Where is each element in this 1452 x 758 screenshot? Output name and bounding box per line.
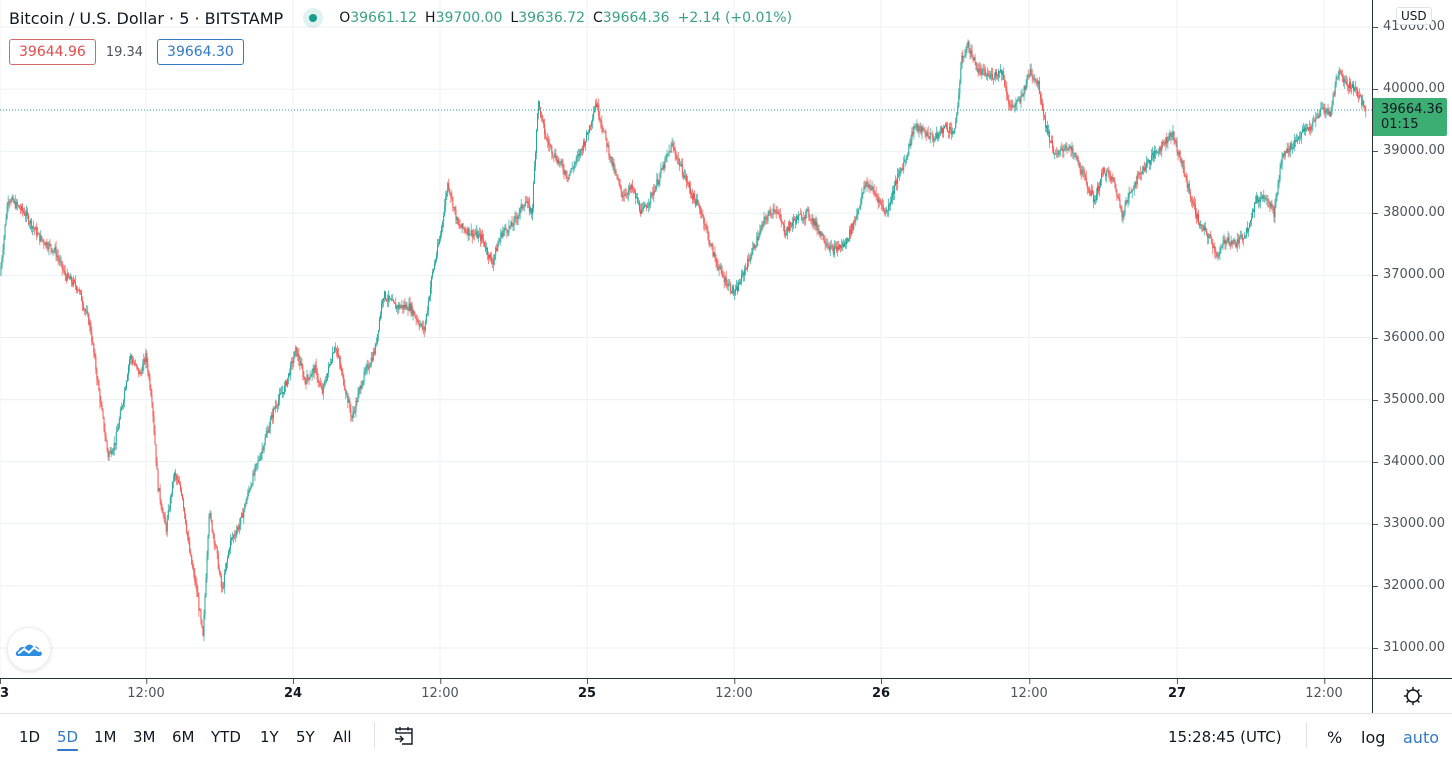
high-value: 39700.00 <box>435 10 503 26</box>
price-tick-label: 38000.00 <box>1383 205 1446 221</box>
range-3m-button[interactable]: 3M <box>133 728 156 746</box>
time-tick-label: 12:00 <box>715 686 753 701</box>
tick-mark <box>1373 461 1378 463</box>
open-value: 39661.12 <box>350 10 418 26</box>
time-tick-label: 24 <box>283 686 303 701</box>
price-tick-label: 31000.00 <box>1383 640 1446 655</box>
sell-price-button[interactable]: 39644.96 <box>9 39 96 65</box>
tick-mark <box>440 679 441 684</box>
range-1m-button[interactable]: 1M <box>94 728 117 746</box>
range-1d-button[interactable]: 1D <box>19 728 41 746</box>
toolbar-divider <box>374 722 375 748</box>
bar-countdown: 01:15 <box>1381 117 1419 132</box>
range-6m-button[interactable]: 6M <box>172 728 195 746</box>
log-scale-toggle[interactable]: log <box>1361 728 1386 747</box>
range-1y-button[interactable]: 1Y <box>260 728 279 746</box>
toolbar-divider <box>1306 722 1307 748</box>
time-tick-label: 25 <box>577 686 597 701</box>
tick-mark <box>881 679 882 684</box>
tradingview-cloud-icon <box>15 644 42 656</box>
open-key: O <box>339 10 351 26</box>
low-key: L <box>510 10 519 26</box>
close-key: C <box>593 10 603 26</box>
percent-scale-toggle[interactable]: % <box>1327 728 1343 747</box>
range-5d-button[interactable]: 5D <box>57 728 79 751</box>
time-tick: 12:00 <box>1305 679 1343 701</box>
price-tick-label: 35000.00 <box>1383 391 1446 407</box>
time-tick: 12:00 <box>715 679 753 701</box>
range-5y-button[interactable]: 5Y <box>296 728 315 746</box>
range-ytd-button[interactable]: YTD <box>211 728 241 746</box>
currency-label[interactable]: USD <box>1396 7 1432 25</box>
tick-mark <box>1177 679 1178 684</box>
ohlc-values: O39661.12 H39700.00 L39636.72 C39664.36 … <box>339 10 792 26</box>
price-tick-label: 40000.00 <box>1383 81 1446 97</box>
time-tick-label: 26 <box>871 686 891 701</box>
time-tick-label: 12:00 <box>421 686 459 701</box>
last-price-value: 39664.36 <box>1381 102 1444 117</box>
time-tick: 25 <box>578 679 596 701</box>
time-tick: 26 <box>872 679 890 701</box>
price-tick-label: 34000.00 <box>1383 453 1446 469</box>
price-tick-label: 32000.00 <box>1383 577 1446 593</box>
time-axis[interactable]: 23 12:00 24 12:00 25 12:00 26 12:00 27 12:00 <box>0 678 1372 713</box>
time-tick-label: 23 <box>0 686 10 701</box>
time-tick: 12:00 <box>1010 679 1048 701</box>
price-tick-label: 37000.00 <box>1383 267 1446 283</box>
tick-mark <box>1373 27 1378 28</box>
tick-mark <box>1029 679 1030 684</box>
tick-mark <box>1373 523 1378 525</box>
time-tick-label: 27 <box>1167 686 1187 701</box>
time-tick: 23 <box>0 679 9 701</box>
change-value: +2.14 (+0.01%) <box>677 10 793 26</box>
time-tick-label: 12:00 <box>1305 686 1343 701</box>
goto-date-button[interactable] <box>393 725 415 751</box>
tick-mark <box>146 679 147 684</box>
gear-icon <box>1403 686 1422 706</box>
calendar-goto-icon <box>395 727 413 745</box>
bottom-toolbar: 1D 5D 1M 3M 6M YTD 1Y 5Y All 15:28:45 (U… <box>0 713 1452 758</box>
time-tick-label: 12:00 <box>1010 686 1048 701</box>
price-tick-label: 36000.00 <box>1383 329 1446 345</box>
tick-mark <box>1373 585 1378 587</box>
tick-mark <box>1324 679 1325 684</box>
tick-mark <box>1373 648 1378 649</box>
tick-mark <box>0 679 1 684</box>
spread-value: 19.34 <box>105 44 144 60</box>
tick-mark <box>1373 151 1378 153</box>
candlestick-chart[interactable] <box>0 0 1372 678</box>
range-all-button[interactable]: All <box>333 728 352 746</box>
chart-legend: Bitcoin / U.S. Dollar · 5 · BITSTAMP O39… <box>9 8 792 28</box>
auto-scale-toggle[interactable]: auto <box>1403 728 1440 747</box>
price-tick-label: 33000.00 <box>1383 515 1446 531</box>
quote-row: 39644.96 19.34 39664.30 <box>9 39 244 65</box>
time-tick-label: 12:00 <box>127 686 165 701</box>
tick-mark <box>1373 213 1378 215</box>
tick-mark <box>587 679 588 684</box>
low-value: 39636.72 <box>518 10 585 26</box>
time-tick: 12:00 <box>421 679 459 701</box>
symbol-title[interactable]: Bitcoin / U.S. Dollar · 5 · BITSTAMP <box>9 8 284 28</box>
utc-clock[interactable]: 15:28:45 (UTC) <box>1168 728 1282 746</box>
last-price-label: 39664.36 01:15 <box>1373 98 1447 136</box>
chart-settings-button[interactable] <box>1372 678 1452 713</box>
tick-mark <box>1373 337 1378 339</box>
time-tick: 27 <box>1168 679 1186 701</box>
tick-mark <box>1373 399 1378 401</box>
tick-mark <box>734 679 735 684</box>
buy-price-button[interactable]: 39664.30 <box>157 39 244 65</box>
tradingview-logo-button[interactable] <box>7 627 51 671</box>
time-tick: 24 <box>284 679 302 701</box>
chart-pane[interactable] <box>0 0 1372 678</box>
tick-mark <box>293 679 294 684</box>
close-value: 39664.36 <box>602 10 670 26</box>
tick-mark <box>1373 275 1378 277</box>
tick-mark <box>1373 89 1378 91</box>
market-open-dot-icon <box>303 8 324 28</box>
price-tick-label: 39000.00 <box>1383 143 1446 159</box>
time-tick: 12:00 <box>127 679 165 701</box>
high-key: H <box>425 10 436 26</box>
